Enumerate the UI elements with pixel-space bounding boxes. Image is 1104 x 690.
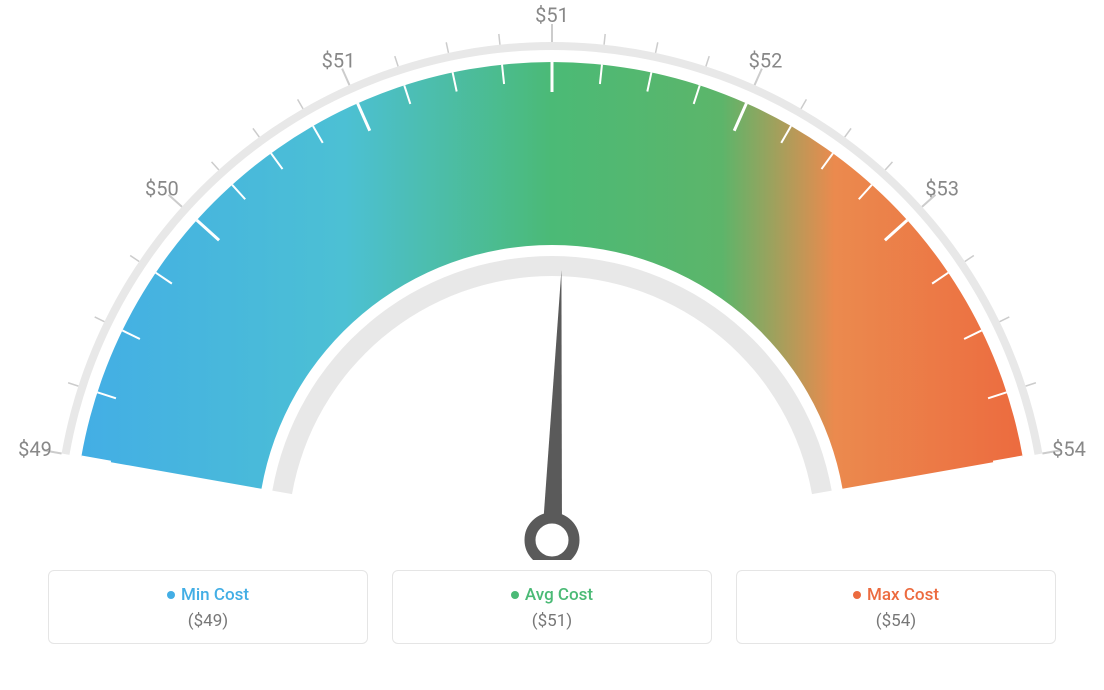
grey-tick-minor xyxy=(253,128,259,137)
legend-label-row: Max Cost xyxy=(737,585,1055,605)
grey-tick-minor xyxy=(68,383,78,386)
grey-tick-minor xyxy=(885,162,892,170)
tick-label: $51 xyxy=(535,3,569,27)
legend-label-row: Avg Cost xyxy=(393,585,711,605)
grey-tick-minor xyxy=(1000,317,1010,322)
needle-hub xyxy=(530,518,574,560)
legend-card: Max Cost ($54) xyxy=(736,570,1056,644)
legend-card: Avg Cost ($51) xyxy=(392,570,712,644)
grey-tick-minor xyxy=(499,34,500,45)
legend-label-row: Min Cost xyxy=(49,585,367,605)
tick-label: $49 xyxy=(18,437,52,461)
legend-dot xyxy=(511,591,519,599)
grey-tick-minor xyxy=(298,99,303,108)
grey-tick-minor xyxy=(604,34,605,45)
grey-tick-minor xyxy=(656,42,658,53)
cost-gauge: $49 $50 $51 $51 $52 $53 $54 xyxy=(0,0,1104,560)
legend-dot xyxy=(853,591,861,599)
grey-tick-minor xyxy=(95,317,105,322)
grey-tick-minor xyxy=(845,128,851,137)
legend-dot xyxy=(167,591,175,599)
grey-tick-minor xyxy=(130,255,139,261)
grey-tick-minor xyxy=(965,255,974,261)
grey-tick-minor xyxy=(446,42,448,53)
legend-label: Min Cost xyxy=(181,585,249,605)
legend-card: Min Cost ($49) xyxy=(48,570,368,644)
tick-label: $54 xyxy=(1052,437,1086,461)
grey-tick-minor xyxy=(395,56,398,66)
gauge-svg: $49 $50 $51 $51 $52 $53 $54 xyxy=(0,0,1104,560)
legend-value: ($49) xyxy=(49,611,367,631)
gauge-needle xyxy=(542,270,562,540)
tick-label: $53 xyxy=(925,177,959,201)
legend-value: ($54) xyxy=(737,611,1055,631)
tick-label: $52 xyxy=(749,48,783,72)
legend-value: ($51) xyxy=(393,611,711,631)
grey-tick-minor xyxy=(1026,383,1036,386)
legend-label: Max Cost xyxy=(867,585,939,605)
tick-label: $50 xyxy=(145,177,179,201)
tick-label: $51 xyxy=(322,48,356,72)
legend-label: Avg Cost xyxy=(525,585,593,605)
grey-tick-minor xyxy=(212,162,219,170)
grey-tick-minor xyxy=(801,99,806,108)
legend-row: Min Cost ($49) Avg Cost ($51) Max Cost ($54) xyxy=(0,570,1104,644)
grey-tick-minor xyxy=(706,56,709,66)
